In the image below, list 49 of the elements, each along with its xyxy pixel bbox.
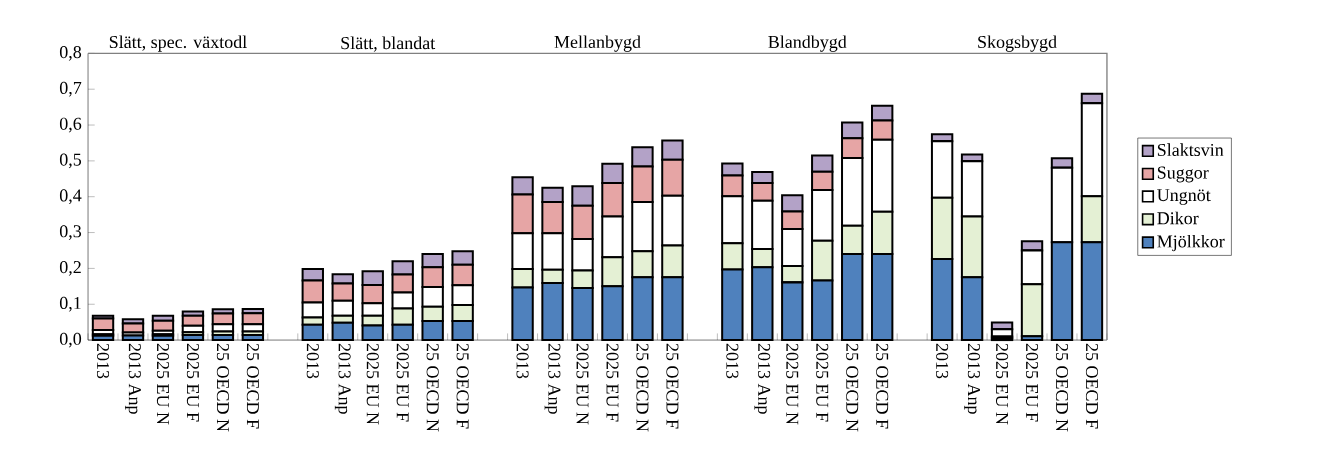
x-tick-label: 25 OECD F [876,343,889,429]
x-tick-label: 2013 Anp [334,343,351,414]
x-tick-label: 25 OECD N [1055,343,1069,432]
x-tick-label: 25 OECD F [666,343,679,429]
x-tick-label: 25 OECD N [846,343,859,432]
x-tick-label: 25 OECD F [246,343,259,429]
x-tick-label: 2025 EU F [1025,343,1039,422]
x-tick-label: 2025 EU N [156,343,170,425]
y-tick-label: 0,2 [59,260,81,276]
x-tick-label: 2025 EU N [576,343,589,425]
legend-label: Ungnöt [1157,189,1211,205]
legend-label: Slaktsvin [1157,143,1224,156]
x-tick-label: 2013 [306,343,319,379]
y-tick-label: 0,0 [59,332,82,348]
x-tick-label: 2013 [96,343,110,379]
x-tick-label: 2025 EU N [995,343,1009,425]
x-tick-label: 2013 [516,343,529,379]
x-tick-label: 2025 EU F [186,343,200,422]
legend-label: Suggor [1157,166,1209,183]
x-tick-label: 2013 [726,343,739,379]
y-tick-label: 0,8 [59,45,82,61]
y-tick-label: 0,5 [59,153,82,169]
text: Slätt, blandat [341,36,436,52]
y-tick-label: 0,4 [59,189,82,205]
x-tick-label: 25 OECD F [456,343,469,429]
y-tick-label: 0,1 [59,296,81,312]
x-tick-label: 2013 Anp [544,343,561,414]
y-tick-label: 0,3 [59,225,82,240]
x-tick-label: 2025 EU N [786,343,799,425]
x-tick-label: 2025 EU F [606,343,619,422]
x-tick-label: 2013 Anp [754,343,771,414]
x-tick-label: 25 OECD N [216,343,229,432]
text: Mellanbygd [554,35,641,52]
x-tick-label: 2013 Anp [964,343,981,414]
x-tick-label: 25 OECD N [426,343,439,432]
y-tick-label: 0,7 [59,81,82,97]
y-tick-label: 0,6 [59,117,82,133]
x-tick-label: 25 OECD F [1085,343,1099,429]
x-tick-label: 25 OECD N [636,343,649,432]
text: Blandbygd [768,35,847,52]
legend-label: Dikor [1157,211,1199,225]
x-tick-label: 2025 EU F [396,343,409,422]
legend-label: Mjölkkor [1157,234,1225,252]
x-tick-label: 2013 [936,343,949,379]
text: Skogsbygd [978,35,1057,52]
x-tick-label: 2013 Anp [125,343,141,414]
text: Slätt, spec. växtodl [109,35,247,52]
x-tick-label: 2025 EU F [816,343,829,422]
x-tick-label: 2025 EU N [366,343,379,425]
